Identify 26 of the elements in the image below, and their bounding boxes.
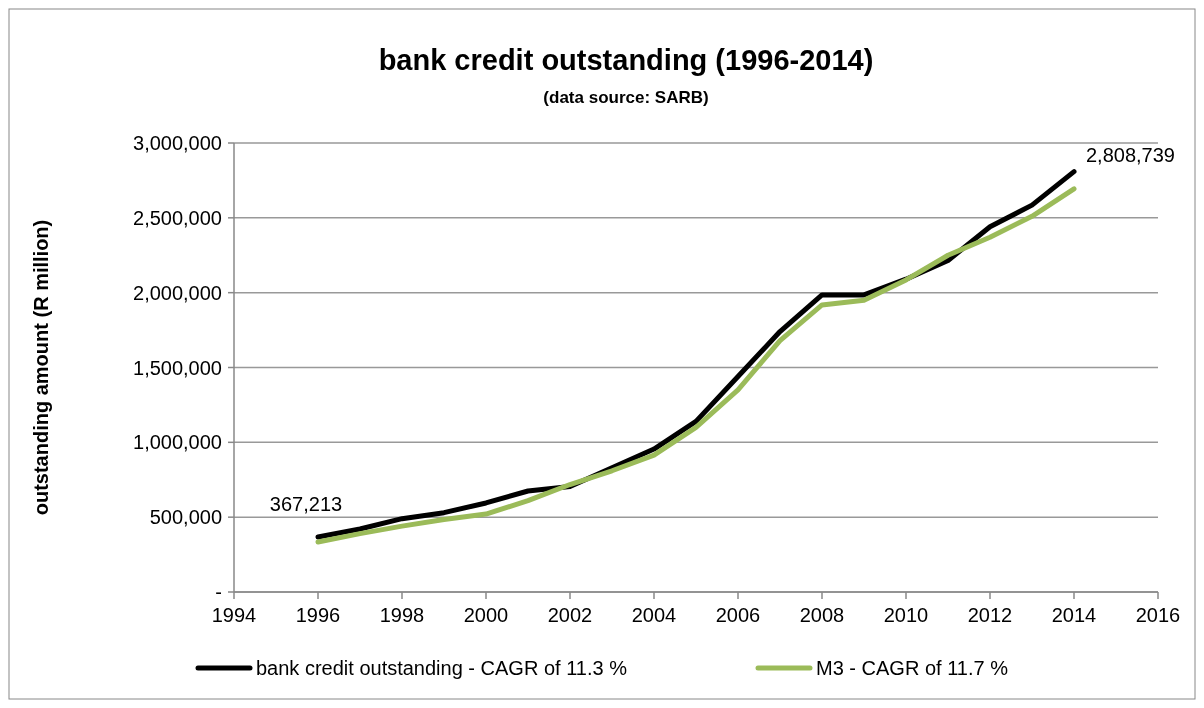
x-tick-label: 2012 xyxy=(967,604,1013,626)
x-tick-label: 1994 xyxy=(211,604,257,626)
y-tick-label: - xyxy=(215,581,222,603)
x-tick-label: 1996 xyxy=(295,604,341,626)
x-tick-label: 2016 xyxy=(1135,604,1181,626)
x-tick-label: 2010 xyxy=(883,604,929,626)
x-tick-label: 2014 xyxy=(1051,604,1097,626)
chart-title: bank credit outstanding (1996-2014) xyxy=(378,44,874,76)
y-tick-label: 3,000,000 xyxy=(133,132,222,154)
y-tick-label: 2,500,000 xyxy=(133,206,222,229)
y-tick-label: 1,500,000 xyxy=(133,356,222,379)
x-tick-label: 2006 xyxy=(715,604,761,626)
legend-label: bank credit outstanding - CAGR of 11.3 % xyxy=(256,657,628,679)
y-tick-label: 500,000 xyxy=(149,506,222,529)
y-tick-label: 2,000,000 xyxy=(133,281,222,304)
legend-label: M3 - CAGR of 11.7 % xyxy=(816,657,1009,679)
y-axis-title: outstanding amount (R million) xyxy=(30,219,52,516)
chart-subtitle: (data source: SARB) xyxy=(543,88,709,107)
annotation: 367,213 xyxy=(269,493,343,516)
x-tick-label: 2002 xyxy=(547,604,593,626)
annotation: 2,808,739 xyxy=(1086,143,1175,166)
x-tick-label: 2008 xyxy=(799,604,845,626)
x-tick-label: 2000 xyxy=(463,604,509,626)
x-tick-label: 2004 xyxy=(631,604,677,626)
y-tick-label: 1,000,000 xyxy=(133,431,222,454)
x-tick-label: 1998 xyxy=(379,604,425,626)
